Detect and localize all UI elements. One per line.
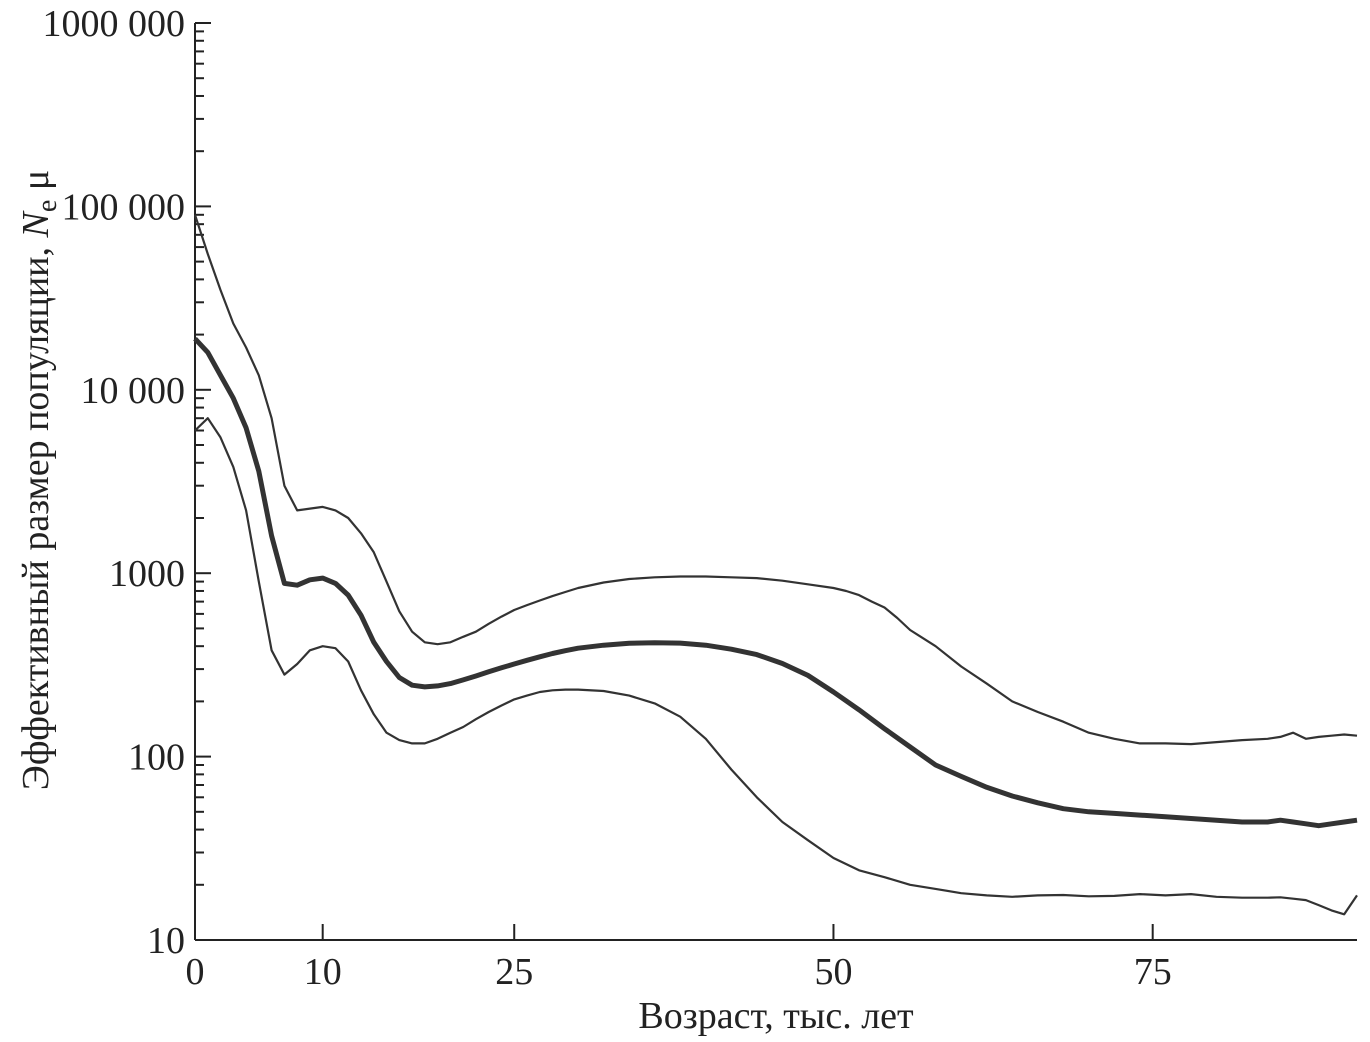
y-axis-label-italic: N [15,209,57,238]
y-tick-label: 1000 000 [43,3,186,45]
y-axis-label-prefix: Эффективный размер популяции, [15,237,57,790]
y-axis-label: Эффективный размер популяции, Ne μ [15,170,63,790]
series-upper-line [193,214,1358,746]
series-layer [193,214,1358,916]
x-tick-label: 75 [1134,951,1172,993]
x-tick-label: 0 [186,951,205,993]
x-tick-label: 25 [495,951,533,993]
y-tick-label: 10 [147,920,185,962]
y-axis-label-subscript: e [32,200,63,212]
y-tick-label: 100 [128,737,185,779]
y-tick-label: 1000 [109,553,185,595]
axes [194,22,1357,941]
y-tick-label: 10 000 [81,370,186,412]
x-axis-label: Возраст, тыс. лет [638,995,914,1037]
y-tick-label: 100 000 [62,186,186,228]
x-tick-label: 50 [814,951,852,993]
series-median-line [193,336,1358,829]
x-tick-label: 10 [304,951,342,993]
y-axis-label-suffix: μ [15,170,57,200]
series-lower-line [194,417,1358,916]
